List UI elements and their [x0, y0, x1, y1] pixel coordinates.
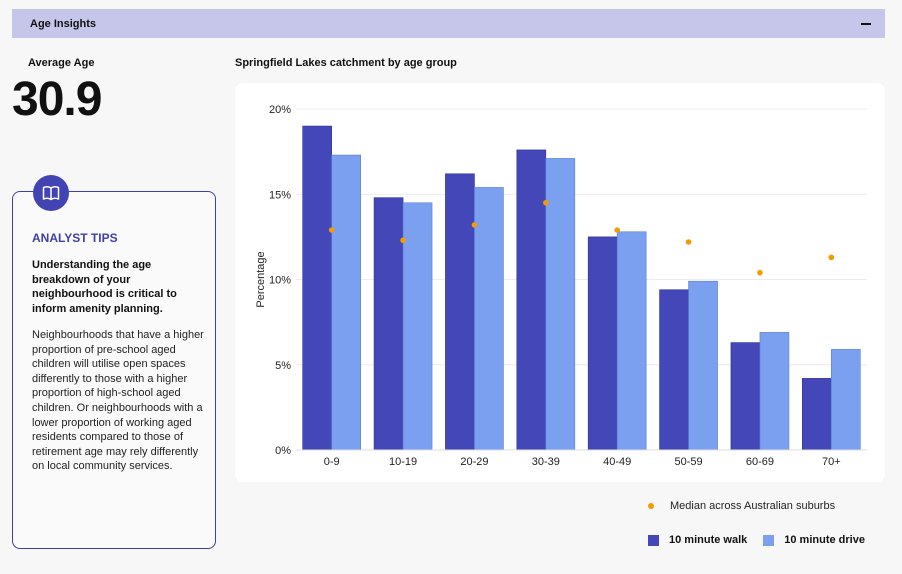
- median-point: [543, 199, 549, 206]
- minus-icon: [861, 22, 871, 25]
- section-title: Age Insights: [30, 17, 97, 30]
- bar-drive: [831, 349, 861, 451]
- x-tick-label: 10-19: [389, 456, 417, 468]
- median-point: [400, 237, 406, 244]
- x-tick-label: 20-29: [460, 456, 488, 468]
- tips-summary: Understanding the age breakdown of your …: [32, 259, 177, 315]
- median-point: [328, 227, 335, 233]
- legend-walk-label: 10 minute walk: [669, 534, 748, 546]
- bar-walk: [659, 289, 689, 451]
- tips-badge: [33, 175, 69, 211]
- bar-drive: [688, 280, 718, 451]
- median-point: [614, 227, 620, 233]
- median-point: [685, 239, 692, 245]
- chart-title: Springfield Lakes catchment by age group: [235, 57, 457, 69]
- bar-drive: [402, 202, 433, 451]
- bar-drive: [616, 231, 647, 451]
- bar-walk: [587, 236, 618, 451]
- median-point: [471, 222, 478, 228]
- y-tick-label: 20%: [269, 104, 291, 116]
- bar-walk: [730, 342, 761, 451]
- x-tick-label: 50-59: [674, 456, 702, 468]
- legend-median: Median across Australian suburbs: [648, 500, 835, 512]
- tips-body: Neighbourhoods that have a higher propor…: [32, 329, 204, 473]
- bar-drive: [759, 332, 790, 451]
- x-tick-label: 60-69: [746, 456, 774, 468]
- collapse-button[interactable]: [857, 15, 875, 33]
- legend-item-drive: 10 minute drive: [763, 534, 865, 546]
- median-point: [828, 254, 835, 261]
- x-tick-label: 40-49: [603, 456, 631, 468]
- legend-series: 10 minute walk 10 minute drive: [648, 534, 865, 546]
- average-age-value: 30.9: [12, 73, 102, 126]
- median-point: [757, 269, 763, 276]
- book-icon: [42, 186, 60, 201]
- drive-swatch: [763, 534, 775, 546]
- section-header[interactable]: Age Insights: [12, 9, 885, 38]
- bar-walk: [302, 125, 332, 451]
- bar-walk: [373, 197, 404, 451]
- x-tick-label: 70+: [822, 456, 841, 468]
- walk-swatch: [648, 534, 659, 546]
- legend-median-label: Median across Australian suburbs: [670, 500, 836, 512]
- x-tick-label: 30-39: [532, 456, 560, 468]
- y-tick-label: 15%: [269, 189, 291, 201]
- y-tick-label: 10%: [269, 275, 291, 287]
- age-group-bar-chart: 0% 5% 10% 15% 20% Percentage 0-9 10-19 20-29 30-3…: [255, 104, 867, 468]
- bar-drive: [545, 158, 576, 451]
- y-axis-label: Percentage: [255, 251, 267, 307]
- analyst-tips-card: ANALYST TIPS Understanding the age break…: [12, 175, 216, 549]
- bar-drive: [331, 154, 361, 451]
- legend-drive-label: 10 minute drive: [784, 534, 865, 546]
- bar-drive: [474, 187, 504, 451]
- bar-walk: [516, 149, 547, 451]
- y-tick-label: 0%: [275, 445, 291, 457]
- bar-walk: [445, 173, 475, 451]
- chart-card: 0% 5% 10% 15% 20% Percentage 0-9 10-19 20-29 30-3…: [235, 83, 885, 482]
- tips-heading: ANALYST TIPS: [32, 231, 118, 245]
- x-tick-label: 0-9: [324, 456, 340, 468]
- average-age-label: Average Age: [28, 57, 95, 69]
- legend-item-walk: 10 minute walk: [648, 534, 747, 546]
- y-tick-label: 5%: [275, 360, 291, 372]
- median-dot-icon: [648, 503, 654, 509]
- bar-walk: [802, 378, 832, 451]
